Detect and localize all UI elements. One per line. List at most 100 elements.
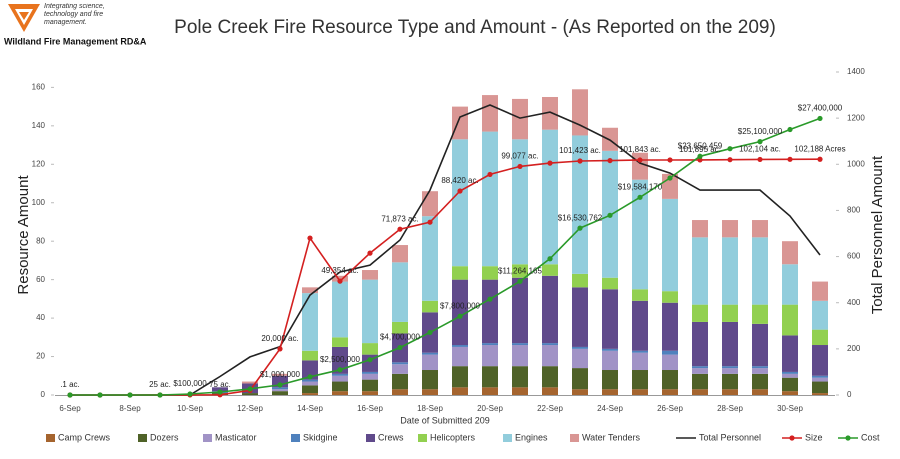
line-marker: [787, 126, 793, 133]
y-tick-label: 80: [36, 236, 45, 245]
bar-segment: [662, 370, 678, 390]
bar-segment: [392, 262, 408, 322]
series-line: [70, 104, 821, 396]
x-tick-label: 22-Sep: [537, 404, 563, 413]
legend-item: Crews: [366, 432, 404, 442]
data-label: $2,500,000: [320, 355, 361, 364]
line-marker: [727, 146, 733, 152]
bar-segment: [422, 352, 438, 355]
bar-segment: [692, 304, 708, 322]
line-marker: [817, 156, 823, 162]
bar-segment: [302, 393, 318, 395]
bar-segment: [512, 98, 528, 140]
bar-segment: [332, 346, 348, 374]
legend-marker: [845, 435, 851, 441]
y-tick-label: 60: [36, 275, 45, 284]
data-label: $16,530,762: [558, 213, 603, 222]
bar-segment: [452, 139, 468, 267]
line-marker: [187, 391, 193, 397]
bar-segment: [452, 266, 468, 280]
bar-segment: [422, 300, 438, 313]
line-marker: [607, 212, 613, 218]
bar-segment: [812, 329, 828, 346]
bar-segment: [392, 389, 408, 395]
bar-segment: [512, 264, 528, 278]
bar-segment: [692, 321, 708, 367]
x-tick-label: 24-Sep: [597, 404, 623, 413]
line-marker: [637, 194, 643, 200]
line-marker: [757, 139, 763, 145]
bar-segment: [752, 237, 768, 305]
line-marker: [697, 153, 703, 159]
bar-segment: [482, 366, 498, 388]
bar-segment: [692, 368, 708, 374]
bar-segment: [362, 279, 378, 344]
bar-segment: [212, 387, 228, 392]
legend-item: Engines: [503, 432, 548, 442]
line-marker: [757, 156, 763, 163]
y2-tick-label: 400: [847, 298, 861, 307]
line-marker: [277, 382, 283, 388]
bar-segment: [542, 345, 558, 367]
line-marker: [337, 367, 343, 373]
y-tick-label: 160: [32, 82, 46, 91]
legend-swatch: [138, 434, 147, 442]
x-tick-label: 8-Sep: [119, 404, 141, 413]
bar-segment: [692, 389, 708, 395]
legend-label: Water Tenders: [582, 432, 641, 442]
y2-tick-label: 1200: [847, 113, 865, 122]
line-marker: [97, 392, 103, 398]
bar-segment: [632, 179, 648, 290]
chart-title: Pole Creek Fire Resource Type and Amount…: [174, 17, 776, 38]
bar-segment: [452, 346, 468, 367]
line-marker: [787, 156, 793, 162]
bar-segment: [512, 345, 528, 367]
line-marker: [547, 256, 553, 262]
line-marker: [727, 157, 733, 163]
bar-segment: [782, 264, 798, 305]
x-axis-label: Date of Submitted 209: [400, 415, 490, 425]
bar-segment: [662, 302, 678, 351]
bar-segment: [482, 387, 498, 395]
bar-segment: [602, 389, 618, 395]
bar-segment: [512, 277, 528, 344]
line-marker: [367, 357, 373, 363]
logo-org: Wildland Fire Management RD&A: [4, 36, 147, 46]
bar-segment: [512, 366, 528, 388]
bar-segment: [482, 131, 498, 267]
bar-segment: [812, 281, 828, 301]
bar-segment: [422, 354, 438, 371]
legend-swatch: [366, 434, 375, 442]
bar-segment: [602, 277, 618, 290]
bar-segment: [752, 304, 768, 324]
line-marker: [607, 157, 613, 164]
legend-label: Masticator: [215, 432, 257, 442]
line-marker: [817, 115, 823, 122]
bar-segment: [812, 381, 828, 394]
y2-tick-label: 1400: [847, 67, 865, 76]
legend-label: Helicopters: [430, 432, 476, 442]
bar-segment: [482, 279, 498, 344]
bar-segment: [422, 216, 438, 301]
bar-segment: [752, 366, 768, 369]
bar-segment: [542, 129, 558, 265]
y-tick-label: 40: [36, 313, 45, 322]
bar-segment: [782, 371, 798, 374]
bar-segment: [302, 381, 318, 386]
line-marker: [367, 250, 373, 256]
bar-segment: [572, 368, 588, 390]
bar-segment: [602, 348, 618, 351]
bar-segment: [362, 379, 378, 392]
data-label: $23,650,459: [678, 141, 723, 150]
line-marker: [337, 278, 343, 284]
bar-segment: [512, 343, 528, 346]
bar-segment: [272, 389, 288, 392]
bar-segment: [512, 387, 528, 395]
line-marker: [247, 386, 253, 392]
bar-segment: [692, 366, 708, 369]
bar-segment: [392, 364, 408, 374]
legend-label: Skidgine: [303, 432, 338, 442]
bar-segment: [662, 389, 678, 395]
legend-item: Size: [782, 432, 823, 442]
